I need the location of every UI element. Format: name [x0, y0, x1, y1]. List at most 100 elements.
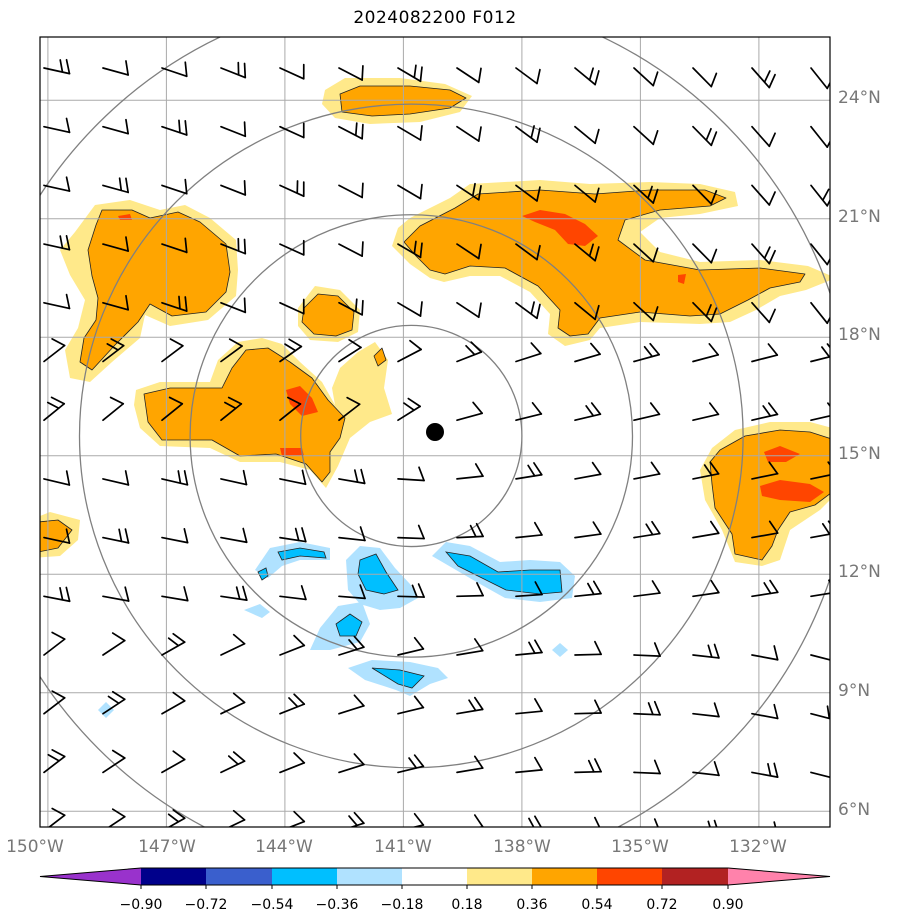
wind-barb: [633, 580, 661, 598]
wind-barb: [515, 756, 543, 774]
map-frame: [39, 36, 831, 828]
wind-barb: [633, 342, 661, 363]
colorbar-extend-low: [40, 868, 141, 885]
wind-barb: [574, 184, 600, 203]
colorbar-tick-label: 0.36: [516, 897, 547, 913]
wind-barb: [456, 67, 482, 84]
wind-barb: [692, 343, 720, 363]
range-rings: [40, 37, 830, 827]
wind-barb: [692, 579, 720, 598]
wind-barb: [515, 342, 542, 363]
wind-barb: [810, 243, 830, 266]
wind-barb: [220, 585, 248, 601]
wind-barb: [102, 808, 126, 827]
colorbar-tick-label: −0.72: [185, 897, 228, 913]
wind-barb: [161, 119, 188, 136]
wind-barb: [515, 184, 541, 202]
wind-barb: [810, 301, 830, 325]
wind-barb: [102, 528, 130, 544]
colorbar-segment: [141, 868, 206, 885]
wind-barb: [102, 586, 130, 602]
wind-barb: [397, 695, 425, 715]
wind-barb: [810, 67, 830, 90]
wind-barb: [397, 339, 422, 363]
wind-barb: [692, 125, 718, 147]
wind-barb: [161, 237, 188, 254]
wind-barb: [515, 402, 543, 422]
wind-barb: [751, 402, 779, 422]
wind-barb: [220, 751, 246, 774]
wind-barb: [397, 466, 425, 482]
wind-barb: [102, 470, 130, 486]
wind-barb: [279, 469, 307, 486]
wind-barb: [456, 243, 482, 260]
wind-barb: [220, 338, 243, 363]
wind-barb: [102, 60, 129, 76]
wind-barb: [279, 239, 305, 256]
wind-barb: [102, 294, 129, 311]
wind-barb: [456, 401, 483, 422]
wind-barb: [397, 754, 425, 774]
wind-barb: [220, 121, 247, 138]
wind-barb: [692, 520, 720, 539]
wind-barb: [279, 527, 307, 543]
wind-barb: [43, 690, 66, 715]
wind-barb: [43, 176, 71, 192]
colorbar-tick-label: −0.90: [120, 897, 163, 913]
wind-barb: [220, 237, 247, 255]
wind-barb: [751, 520, 779, 539]
colorbar-segment: [206, 868, 272, 885]
wind-barb: [338, 182, 364, 199]
wind-barb: [515, 243, 541, 261]
wind-barb: [102, 396, 125, 422]
wind-barb: [633, 520, 661, 539]
colorbar-segment: [337, 868, 402, 885]
wind-barb: [279, 634, 306, 656]
wind-barb: [338, 635, 365, 656]
wind-barb: [773, 821, 779, 827]
wind-barb: [102, 177, 129, 194]
wind-barb: [279, 396, 302, 422]
latitude-labels: 24°N 21°N 18°N 15°N 12°N 9°N 6°N: [838, 88, 881, 820]
graticule: [40, 37, 830, 827]
colorbar-tick-label: 0.54: [581, 897, 612, 913]
wind-barb: [633, 759, 661, 775]
wind-barb: [397, 812, 425, 827]
wind-barb: [220, 179, 247, 196]
wind-barb: [279, 338, 303, 363]
lat-label: 21°N: [838, 207, 881, 227]
wind-barb: [515, 698, 543, 715]
wind-barb: [810, 184, 830, 207]
wind-barb: [338, 396, 361, 422]
wind-barb: [456, 755, 484, 774]
wind-barb: [574, 580, 602, 598]
wind-barb: [161, 470, 189, 486]
wind-barb: [43, 528, 71, 544]
wind-barb: [397, 301, 423, 317]
wind-barb: [279, 810, 306, 827]
wind-barb: [397, 125, 423, 141]
storm-center-marker: [426, 423, 444, 441]
colorbar-segment: [272, 868, 337, 885]
wind-barb: [43, 807, 66, 827]
wind-barb: [338, 338, 362, 363]
wind-barb: [338, 811, 365, 827]
lon-label: 132°W: [729, 837, 787, 857]
wind-barb: [220, 396, 243, 422]
colorbar-tick-label: −0.18: [381, 897, 424, 913]
wind-barb: [279, 752, 306, 774]
wind-barb: [810, 771, 830, 780]
positive-anomaly-regions: [40, 78, 830, 566]
wind-barb: [102, 236, 129, 252]
wind-barb: [515, 639, 543, 656]
wind-barb: [633, 125, 659, 146]
lat-label: 15°N: [838, 444, 881, 464]
wind-barb: [751, 125, 776, 148]
wind-barb: [456, 582, 484, 598]
wind-barb: [161, 528, 189, 544]
wind-barb: [220, 297, 247, 314]
wind-barb: [397, 636, 425, 656]
wind-barb: [633, 642, 661, 657]
wind-barb: [574, 699, 602, 715]
